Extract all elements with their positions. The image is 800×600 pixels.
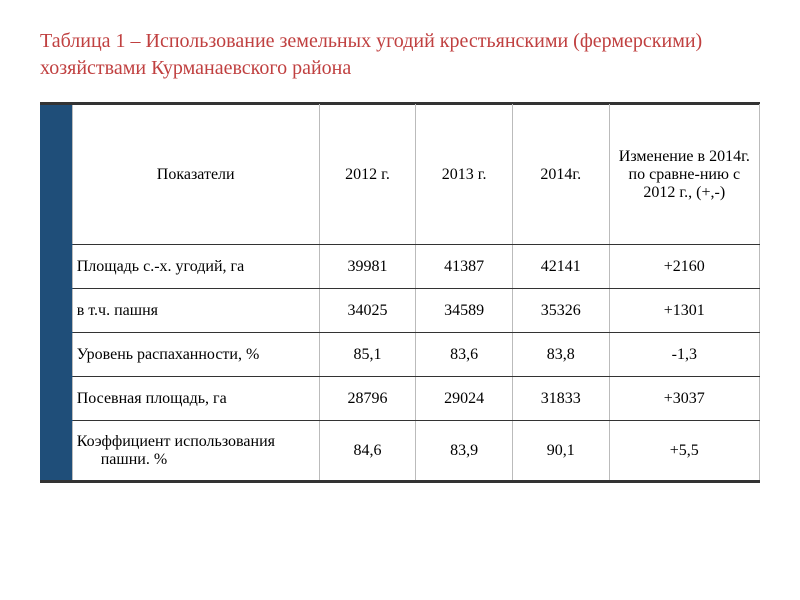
cell-value: 39981 [319,245,416,289]
cell-value: 41387 [416,245,513,289]
sidebar-cell [40,245,72,289]
cell-value: 85,1 [319,333,416,377]
cell-change: -1,3 [609,333,759,377]
cell-value: 83,8 [512,333,609,377]
table-row: Коэффициент использования пашни. % 84,6 … [40,421,760,481]
col-header-2013: 2013 г. [416,105,513,245]
cell-change: +5,5 [609,421,759,481]
cell-indicator: в т.ч. пашня [72,289,319,333]
cell-indicator: Посевная площадь, га [72,377,319,421]
cell-value: 29024 [416,377,513,421]
cell-value: 83,9 [416,421,513,481]
table-container: Показатели 2012 г. 2013 г. 2014г. Измене… [40,102,760,483]
cell-change: +1301 [609,289,759,333]
cell-value: 31833 [512,377,609,421]
sidebar-cell [40,333,72,377]
col-header-indicator: Показатели [72,105,319,245]
sidebar-cell [40,377,72,421]
sidebar-cell [40,105,72,245]
col-header-2014: 2014г. [512,105,609,245]
table-title: Таблица 1 – Использование земельных угод… [40,28,760,82]
cell-value: 83,6 [416,333,513,377]
data-table: Показатели 2012 г. 2013 г. 2014г. Измене… [40,104,760,481]
cell-indicator: Уровень распаханности, % [72,333,319,377]
cell-value: 28796 [319,377,416,421]
table-row: в т.ч. пашня 34025 34589 35326 +1301 [40,289,760,333]
table-header-row: Показатели 2012 г. 2013 г. 2014г. Измене… [40,105,760,245]
sidebar-cell [40,289,72,333]
table-row: Посевная площадь, га 28796 29024 31833 +… [40,377,760,421]
cell-value: 84,6 [319,421,416,481]
cell-value: 90,1 [512,421,609,481]
sidebar-cell [40,421,72,481]
cell-change: +2160 [609,245,759,289]
cell-value: 42141 [512,245,609,289]
cell-indicator: Площадь с.-х. угодий, га [72,245,319,289]
table-row: Площадь с.-х. угодий, га 39981 41387 421… [40,245,760,289]
table-row: Уровень распаханности, % 85,1 83,6 83,8 … [40,333,760,377]
cell-change: +3037 [609,377,759,421]
cell-value: 34025 [319,289,416,333]
col-header-2012: 2012 г. [319,105,416,245]
cell-indicator: Коэффициент использования пашни. % [72,421,319,481]
col-header-change: Изменение в 2014г. по сравне-нию с 2012 … [609,105,759,245]
cell-value: 34589 [416,289,513,333]
cell-value: 35326 [512,289,609,333]
